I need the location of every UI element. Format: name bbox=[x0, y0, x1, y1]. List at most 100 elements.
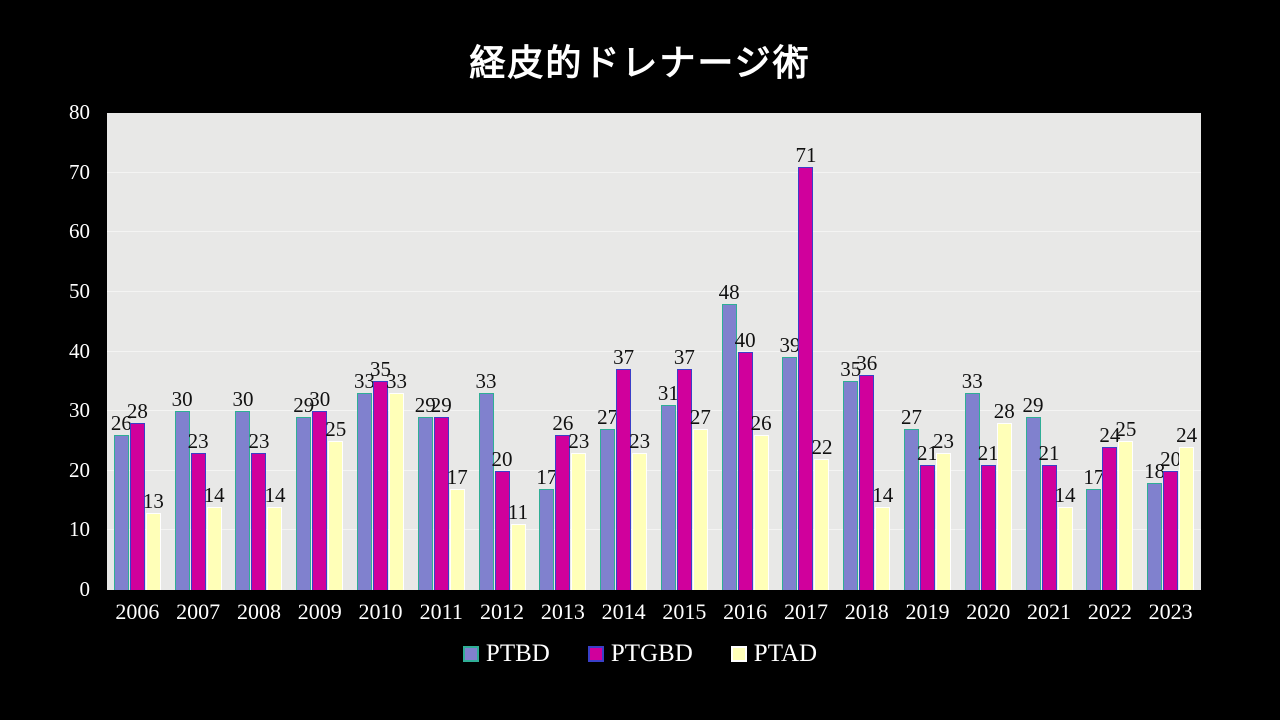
bar-ptgbd-2008: 23 bbox=[248, 430, 269, 590]
data-label: 33 bbox=[475, 369, 497, 394]
data-label: 14 bbox=[264, 482, 286, 507]
data-label: 23 bbox=[629, 428, 651, 453]
x-axis-tick-label: 2006 bbox=[115, 599, 160, 624]
x-axis-tick-label: 2010 bbox=[358, 599, 403, 624]
data-label: 25 bbox=[325, 416, 347, 441]
data-label: 48 bbox=[718, 279, 740, 304]
x-axis-tick-label: 2014 bbox=[601, 599, 646, 624]
data-label: 25 bbox=[1115, 416, 1137, 441]
bar-ptad-2018: 14 bbox=[872, 484, 893, 590]
bar-ptbd-2007: 30 bbox=[172, 389, 193, 590]
bar-ptad-2022: 25 bbox=[1115, 418, 1136, 590]
data-label: 23 bbox=[568, 428, 590, 453]
bar-ptad-2019: 23 bbox=[933, 430, 954, 590]
bar-ptbd-2009: 29 bbox=[293, 395, 314, 590]
bar-ptgbd-2014: 37 bbox=[613, 347, 634, 590]
bar-ptbd-2008: 30 bbox=[232, 389, 253, 590]
bar-ptbd-2022: 17 bbox=[1083, 466, 1104, 590]
bar-ptbd-2006: 26 bbox=[111, 412, 132, 590]
data-label: 37 bbox=[613, 345, 635, 370]
bar-ptad-2012: 11 bbox=[508, 502, 528, 590]
data-label: 29 bbox=[293, 393, 315, 418]
data-label: 29 bbox=[1022, 393, 1044, 418]
y-axis-tick-label: 60 bbox=[69, 219, 90, 244]
bar-ptad-2016: 26 bbox=[751, 412, 772, 590]
bar-ptgbd-2021: 21 bbox=[1039, 442, 1060, 590]
data-label: 71 bbox=[795, 142, 817, 167]
bar-ptad-2009: 25 bbox=[325, 418, 346, 590]
bar-ptgbd-2017: 71 bbox=[795, 144, 816, 590]
gridline bbox=[107, 469, 1201, 471]
legend-item-ptad: PTAD bbox=[730, 640, 818, 667]
legend-label: PTAD bbox=[753, 640, 818, 667]
data-label: 28 bbox=[993, 399, 1015, 424]
bar-ptbd-2010: 33 bbox=[354, 371, 375, 590]
x-axis-tick-label: 2012 bbox=[480, 599, 525, 624]
y-axis-tick-label: 30 bbox=[69, 398, 90, 423]
bar-ptgbd-2013: 26 bbox=[552, 412, 573, 590]
legend-marker-icon bbox=[730, 646, 747, 662]
bar-ptgbd-2015: 37 bbox=[674, 347, 695, 590]
data-label: 26 bbox=[750, 410, 772, 435]
data-label: 26 bbox=[110, 410, 132, 435]
bar-ptbd-2018: 35 bbox=[840, 359, 861, 590]
gridline bbox=[107, 231, 1201, 233]
x-axis-tick-label: 2007 bbox=[176, 599, 221, 624]
legend-label: PTBD bbox=[485, 640, 550, 667]
bar-ptgbd-2016: 40 bbox=[735, 329, 756, 590]
data-label: 30 bbox=[309, 387, 331, 412]
data-label: 17 bbox=[1083, 464, 1105, 489]
data-label: 40 bbox=[734, 327, 756, 352]
data-label: 31 bbox=[657, 381, 679, 406]
x-axis-tick-label: 2023 bbox=[1148, 599, 1193, 624]
gridline bbox=[107, 529, 1201, 531]
data-label: 33 bbox=[386, 369, 407, 394]
gridline bbox=[107, 350, 1201, 352]
gridline bbox=[107, 290, 1201, 292]
data-label: 36 bbox=[856, 351, 878, 376]
bar-ptgbd-2011: 29 bbox=[431, 395, 452, 590]
legend-label: PTGBD bbox=[610, 640, 693, 667]
x-axis: 2006 2007 2008 2009 2010 2011 2012 2013 2014 2015… bbox=[107, 600, 1201, 628]
legend-item-ptbd: PTBD bbox=[462, 640, 550, 667]
bar-ptbd-2020: 33 bbox=[962, 371, 983, 590]
y-axis: 0 10 20 30 40 50 60 70 80 bbox=[0, 102, 90, 600]
data-label: 24 bbox=[1099, 422, 1121, 447]
x-axis-tick-label: 2018 bbox=[844, 599, 889, 624]
bar-ptgbd-2019: 21 bbox=[917, 442, 938, 590]
data-label: 14 bbox=[872, 482, 894, 507]
bar-ptad-2023: 24 bbox=[1176, 424, 1197, 590]
bar-ptad-2021: 14 bbox=[1055, 484, 1076, 590]
y-axis-tick-label: 0 bbox=[79, 577, 91, 601]
bar-ptad-2020: 28 bbox=[994, 401, 1015, 590]
data-label: 23 bbox=[248, 428, 270, 453]
bar-ptad-2013: 23 bbox=[568, 430, 589, 590]
data-label: 22 bbox=[811, 434, 833, 459]
bar-ptgbd-2010: 35 bbox=[370, 359, 391, 590]
data-label: 29 bbox=[414, 393, 436, 418]
x-axis-tick-label: 2011 bbox=[419, 599, 463, 624]
gridline bbox=[107, 171, 1201, 173]
bar-ptad-2006: 13 bbox=[143, 490, 164, 590]
data-label: 24 bbox=[1176, 422, 1198, 447]
data-label: 20 bbox=[491, 446, 513, 471]
bar-ptgbd-2012: 20 bbox=[492, 448, 513, 590]
bar-ptgbd-2006: 28 bbox=[127, 401, 148, 590]
bar-ptgbd-2018: 36 bbox=[856, 353, 877, 590]
data-label: 35 bbox=[370, 357, 391, 382]
legend-marker-icon bbox=[587, 646, 604, 662]
data-label: 27 bbox=[689, 405, 711, 430]
bar-ptgbd-2009: 30 bbox=[309, 389, 330, 590]
data-label: 23 bbox=[933, 428, 954, 453]
bar-ptbd-2017: 39 bbox=[779, 335, 800, 590]
x-axis-tick-label: 2015 bbox=[662, 599, 707, 624]
x-axis-tick-label: 2008 bbox=[236, 599, 281, 624]
legend-item-ptgbd: PTGBD bbox=[587, 640, 693, 667]
data-label: 14 bbox=[203, 482, 225, 507]
data-label: 17 bbox=[446, 464, 468, 489]
plot-area: 26 28 13 30 23 14 30 23 14 29 30 25 33 35 33 29 29 17 33 20… bbox=[107, 113, 1201, 590]
y-axis-tick-label: 40 bbox=[69, 338, 90, 363]
bar-ptad-2011: 17 bbox=[447, 466, 468, 590]
data-label: 11 bbox=[507, 500, 529, 525]
